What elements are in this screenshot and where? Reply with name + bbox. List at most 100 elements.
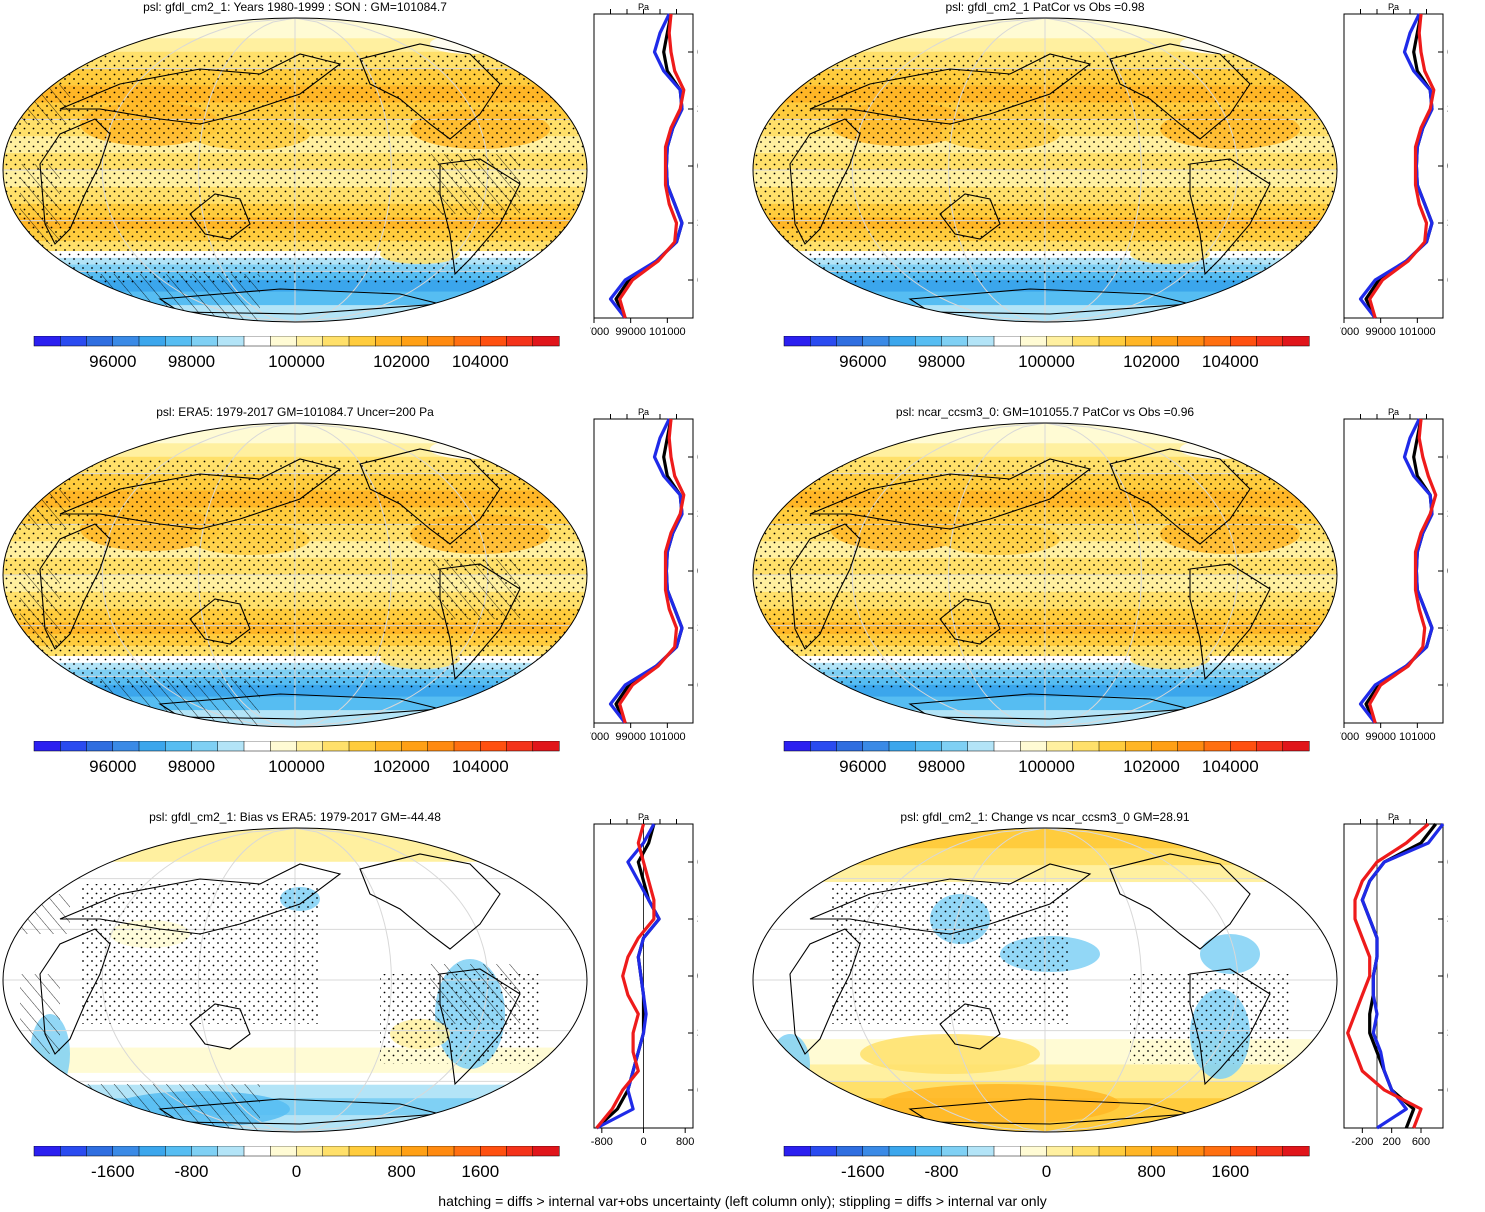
colorbar-tick-label: 100000 [1018,757,1075,776]
colorbar-swatch [532,1146,560,1157]
colorbar-swatch [1072,741,1100,752]
panel-bias: psl: gfdl_cm2_1: Bias vs ERA5: 1979-2017… [0,810,700,1190]
colorbar-swatch [1203,336,1231,347]
zonal-y-label: 60S [1447,273,1448,287]
map-border [752,17,1338,323]
zonal-x-title: Pa [638,407,649,417]
colorbar-tick-label: 0 [292,1162,301,1181]
colorbar-swatch [506,336,534,347]
colorbar-swatch [1125,1146,1153,1157]
colorbar-swatch [165,741,193,752]
zonal-x-label: 101000 [649,731,686,743]
coastline [809,53,1092,125]
panel-obs: psl: ERA5: 1979-2017 GM=101084.7 Uncer=2… [0,405,700,785]
zonal-frame [1343,823,1444,1129]
colorbar-swatch [348,336,376,347]
colorbar-swatch [138,1146,166,1157]
colorbar-swatch [375,741,403,752]
field-anomaly [770,1034,810,1094]
colorbar-swatch [1282,741,1310,752]
coastline [189,193,251,240]
coastline [39,928,111,1055]
colorbar-swatch [270,336,298,347]
field-anomaly [1180,439,1260,459]
colorbar-swatch [506,1146,534,1157]
colorbar-swatch [112,1146,140,1157]
colorbar-swatch [296,741,324,752]
coastline [1109,853,1251,950]
colorbar-swatch [1203,1146,1231,1157]
colorbar-swatch [836,1146,864,1157]
colorbar-tick-label: 98000 [918,352,965,371]
colorbar-swatch [453,741,481,752]
panel-title: psl: gfdl_cm2_1: Years 1980-1999 : SON :… [143,0,447,14]
hatching [20,569,60,649]
zonal-y-label: 60N [697,450,698,464]
colorbar-swatch [453,336,481,347]
coastline [439,563,521,681]
hatching [430,964,520,1024]
colorbar-swatch [270,741,298,752]
colorbar-swatch [1046,741,1074,752]
world-map [2,827,588,1133]
panel-title: psl: gfdl_cm2_1 PatCor vs Obs =0.98 [945,0,1145,14]
zonal-y-label: 30S [1447,621,1448,635]
colorbar-swatch [915,741,943,752]
zonal-x-label: 200 [1382,1136,1400,1148]
coastline [359,853,501,950]
world-map [2,17,588,323]
colorbar-swatch [810,741,838,752]
colorbar-tick-label: 102000 [1123,757,1180,776]
colorbar-tick-label: 98000 [168,757,215,776]
colorbar-swatch [270,1146,298,1157]
panel-title: psl: gfdl_cm2_1: Bias vs ERA5: 1979-2017… [149,810,441,824]
zonal-mean-plot: 60N 30N 0 30S 60S Pa -800 0 800 [591,812,698,1148]
zonal-y-label: 60N [1447,450,1448,464]
zonal-y-label: 0 [1447,969,1448,983]
zonal-series-red [1368,13,1436,319]
coastline [939,193,1001,240]
colorbar-swatch [453,1146,481,1157]
zonal-y-label: 60N [697,855,698,869]
colorbar-swatch [1282,336,1310,347]
colorbar-swatch [783,741,811,752]
colorbar-swatch [217,1146,245,1157]
zonal-mean-plot: 60N 30N 0 30S 60S Pa -200 200 600 [1343,812,1448,1148]
zonal-y-label: 0 [697,969,698,983]
colorbar-swatch [810,1146,838,1157]
coastline [439,158,521,276]
colorbar-swatch [165,336,193,347]
coastline [789,928,861,1055]
hatching [430,154,520,214]
coastline [1189,563,1271,681]
colorbar-swatch [243,741,271,752]
footnote: hatching = diffs > internal var+obs unce… [438,1193,1047,1209]
colorbar-swatch [322,741,350,752]
coastline [189,598,251,645]
world-map [752,422,1338,728]
zonal-x-title: Pa [638,2,649,12]
zonal-x-label: 97000 [590,326,609,338]
colorbar-swatch [375,336,403,347]
coastline [39,523,111,650]
map-border [2,827,588,1133]
panel-patcor: psl: gfdl_cm2_1 PatCor vs Obs =0.98 60N 3… [750,0,1485,380]
colorbar-swatch [33,336,61,347]
zonal-series-black [1364,418,1434,724]
colorbar-swatch [1072,336,1100,347]
colorbar-swatch [191,1146,219,1157]
zonal-y-label: 0 [1447,564,1448,578]
zonal-y-label: 30S [697,621,698,635]
colorbar-swatch [1020,741,1048,752]
zonal-y-label: 30S [697,216,698,230]
colorbar-tick-label: 800 [1137,1162,1165,1181]
colorbar-swatch [1125,741,1153,752]
colorbar-tick-label: 104000 [452,757,509,776]
colorbar-tick-label: 1600 [1211,1162,1249,1181]
coastline [1109,448,1251,545]
colorbar-swatch [862,741,890,752]
zonal-x-label: 101000 [1399,326,1436,338]
colorbar-swatch [296,336,324,347]
stippling [753,54,1337,284]
